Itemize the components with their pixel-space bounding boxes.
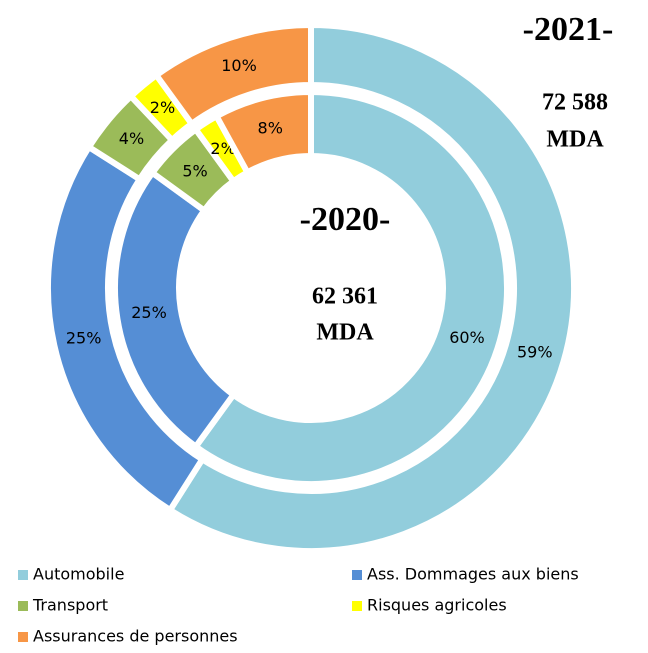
legend-label: Automobile [33, 565, 124, 584]
outer-ring-total: 72 588 [542, 90, 608, 116]
donut-segment [152, 21, 314, 128]
legend-label: Transport [32, 596, 108, 615]
donut-segment [191, 88, 510, 487]
data-label: 10% [221, 56, 257, 75]
data-label: 59% [517, 343, 553, 362]
inner-ring-unit: MDA [316, 320, 374, 346]
data-label: 4% [119, 129, 144, 148]
donut-segment [212, 88, 314, 177]
data-label: 60% [449, 328, 485, 347]
data-label: 5% [182, 162, 207, 181]
inner-ring-total: 62 361 [312, 284, 378, 310]
legend-swatch [352, 570, 362, 580]
rings: 59%25%4%2%10%60%25%5%2%8% [45, 21, 577, 554]
legend: Automobile Ass. Dommages aux biens Transpo… [18, 565, 579, 646]
donut-segment [112, 168, 238, 451]
data-label: 25% [131, 303, 167, 322]
legend-swatch [18, 570, 28, 580]
data-label: 8% [258, 119, 283, 138]
legend-swatch [352, 601, 362, 611]
legend-label: Ass. Dommages aux biens [367, 565, 579, 584]
legend-swatch [18, 632, 28, 642]
inner-ring-title: -2020- [300, 201, 391, 238]
data-label: 25% [66, 328, 102, 347]
legend-label: Assurances de personnes [33, 627, 238, 646]
legend-swatch [18, 601, 28, 611]
legend-label: Risques agricoles [367, 596, 507, 615]
outer-ring-title: -2021- [523, 11, 614, 48]
donut-segment [165, 21, 577, 554]
data-label: 2% [150, 98, 175, 117]
outer-ring-unit: MDA [546, 127, 604, 153]
